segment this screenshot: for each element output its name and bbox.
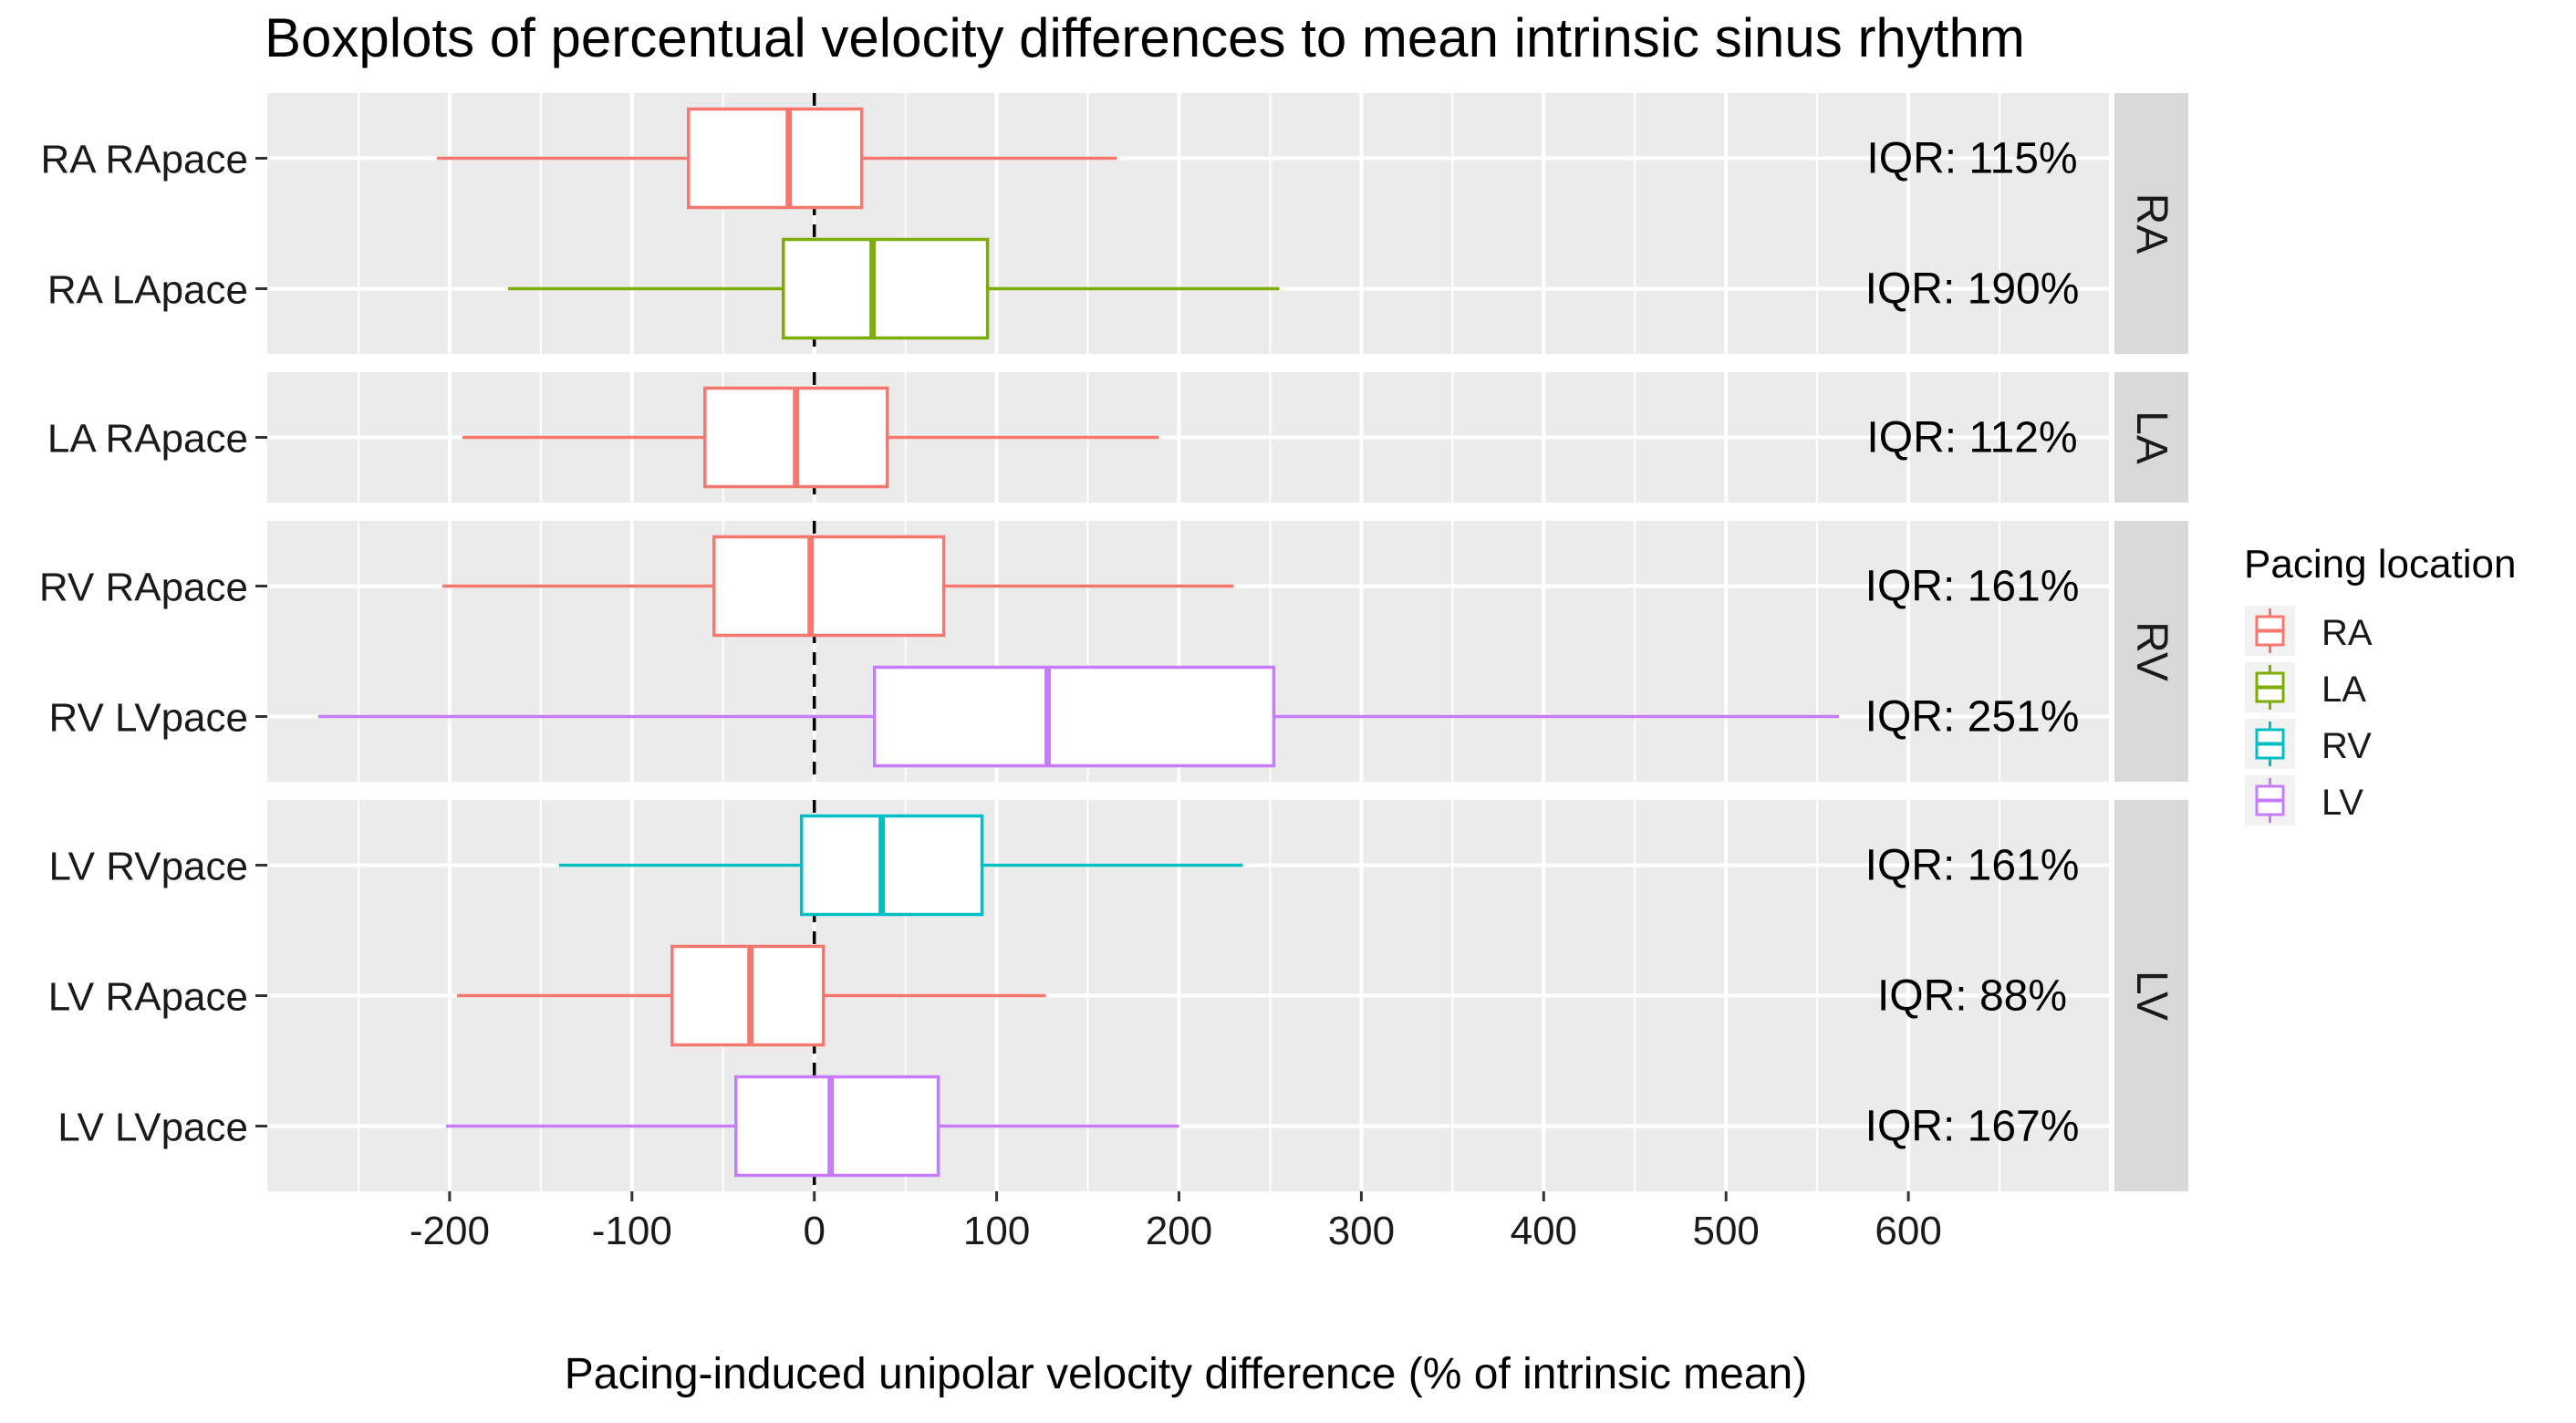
- x-tick-label: 600: [1875, 1209, 1941, 1253]
- legend-label: RA: [2322, 613, 2373, 653]
- facet-strip-label: RV: [2127, 621, 2176, 681]
- facet-panel-rv: RV RApace IQR: 161% RV LVpace IQR: 251% RV: [39, 521, 2188, 782]
- x-tick-label: -100: [592, 1209, 672, 1253]
- facet-strip-label: LA: [2127, 410, 2176, 464]
- legend-entry-lv: LV: [2245, 775, 2363, 826]
- legend-title: Pacing location: [2244, 542, 2516, 587]
- x-tick-label: 0: [803, 1209, 825, 1253]
- x-tick-label: 100: [963, 1209, 1030, 1253]
- iqr-box: [687, 107, 864, 210]
- boxplot-la-rapace: [462, 386, 1159, 489]
- facet-strip: [2114, 800, 2188, 1191]
- legend-entry-ra: RA: [2245, 606, 2373, 656]
- boxplot-ra-rapace: [436, 107, 1117, 210]
- facet-strip: [2114, 372, 2188, 503]
- iqr-annotation: IQR: 88%: [1877, 972, 2067, 1021]
- iqr-annotation: IQR: 167%: [1865, 1103, 2080, 1151]
- x-tick-label: 400: [1511, 1209, 1577, 1253]
- y-tick-label: LA RApace: [47, 417, 248, 462]
- iqr-box: [781, 237, 990, 340]
- legend: Pacing location RA LA RV LV: [2244, 542, 2516, 826]
- boxplot-lv-rapace: [456, 944, 1046, 1047]
- legend-entry-la: LA: [2245, 662, 2366, 712]
- y-tick-label: RA LApace: [47, 268, 248, 313]
- iqr-box: [712, 535, 946, 638]
- iqr-box: [733, 1075, 940, 1178]
- x-tick-label: 200: [1146, 1209, 1212, 1253]
- facet-strip: [2114, 521, 2188, 782]
- facet-panels: RA RApace IQR: 115% RA LApace IQR: 190% RA LA…: [39, 93, 2188, 1191]
- legend-label: RV: [2322, 726, 2372, 766]
- x-tick-label: 500: [1692, 1209, 1759, 1253]
- facet-strip: [2114, 93, 2188, 354]
- y-tick-label: RV LVpace: [48, 696, 248, 741]
- facet-strip-label: RA: [2127, 193, 2176, 254]
- x-tick-label: -200: [410, 1209, 490, 1253]
- legend-label: LA: [2322, 670, 2366, 710]
- legend-label: LV: [2322, 783, 2363, 823]
- iqr-annotation: IQR: 190%: [1865, 265, 2080, 314]
- iqr-annotation: IQR: 115%: [1866, 135, 2077, 183]
- iqr-annotation: IQR: 161%: [1865, 842, 2080, 890]
- y-tick-label: RV RApace: [39, 566, 248, 610]
- iqr-box: [872, 665, 1276, 768]
- boxplot-lv-rvpace: [558, 814, 1243, 917]
- x-axis: -200 -100 0 100 200 300 400 500 600: [410, 1191, 1942, 1253]
- iqr-annotation: IQR: 251%: [1865, 693, 2080, 742]
- legend-entry-rv: RV: [2245, 719, 2372, 769]
- boxplot-ra-lapace: [507, 237, 1280, 340]
- iqr-annotation: IQR: 161%: [1865, 563, 2080, 611]
- facet-panel-ra: RA RApace IQR: 115% RA LApace IQR: 190% RA: [41, 93, 2188, 354]
- chart-title: Boxplots of percentual velocity differen…: [265, 7, 2025, 68]
- x-axis-title: Pacing-induced unipolar velocity differe…: [565, 1350, 1807, 1398]
- y-tick-label: LV RVpace: [48, 845, 248, 889]
- facet-panel-lv: LV RVpace IQR: 161% LV RApace IQR: 88% LV LV…: [48, 800, 2188, 1191]
- facet-strip-label: LV: [2127, 971, 2176, 1021]
- x-tick-label: 300: [1328, 1209, 1395, 1253]
- y-tick-label: LV LVpace: [57, 1106, 248, 1150]
- y-tick-label: RA RApace: [41, 138, 248, 182]
- iqr-box: [799, 814, 984, 917]
- boxplot-rv-lvpace: [317, 665, 1840, 768]
- panel-background: [267, 93, 2109, 354]
- boxplot-rv-rapace: [441, 535, 1234, 638]
- boxplot-lv-lvpace: [445, 1075, 1179, 1178]
- y-tick-label: LV RApace: [48, 975, 248, 1020]
- facet-panel-la: LA RApace IQR: 112% LA: [47, 372, 2188, 503]
- iqr-annotation: IQR: 112%: [1866, 414, 2077, 462]
